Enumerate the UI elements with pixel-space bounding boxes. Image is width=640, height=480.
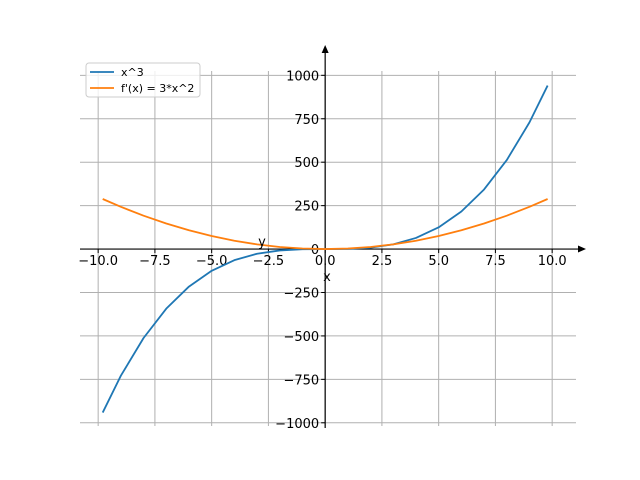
series-lines	[101, 85, 549, 413]
y-tick-label: −1000	[275, 417, 319, 432]
y-tick-label: −250	[283, 286, 319, 301]
y-tick-label: 250	[294, 200, 319, 215]
axes	[80, 45, 586, 428]
x-tick-label: 0.0	[315, 254, 336, 269]
axis-labels: x y	[258, 235, 331, 285]
y-axis-arrow	[321, 45, 329, 53]
tick-labels: −10.0 −7.5 −5.0 −2.5 0.0 2.5 5.0 7.5 10.0 −1000 −7…	[78, 69, 566, 431]
y-tick-label: 1000	[286, 69, 319, 84]
x-tick-label: −10.0	[78, 254, 118, 269]
x-axis-arrow	[578, 245, 586, 253]
series-line-derivative	[102, 198, 548, 250]
x-tick-label: −2.5	[253, 254, 285, 269]
legend-label-derivative: f'(x) = 3*x^2	[121, 82, 194, 95]
legend-frame	[85, 62, 201, 98]
x-tick-label: 10.0	[538, 254, 567, 269]
x-tick-label: −7.5	[139, 254, 171, 269]
y-tick-label: 750	[294, 113, 319, 128]
y-tick-label: 500	[294, 156, 319, 171]
legend-label-x3: x^3	[121, 66, 144, 79]
x-tick-label: 2.5	[372, 254, 393, 269]
y-tick-label: −750	[283, 373, 319, 388]
x-tick-label: 7.5	[485, 254, 506, 269]
legend: x^3 f'(x) = 3*x^2	[85, 62, 201, 98]
y-tick-label: 0	[311, 243, 319, 258]
y-axis-label: y	[258, 235, 266, 250]
x-axis-label: x	[323, 270, 331, 285]
x-tick-label: −5.0	[196, 254, 228, 269]
y-tick-label: −500	[283, 330, 319, 345]
x-tick-label: 5.0	[428, 254, 449, 269]
